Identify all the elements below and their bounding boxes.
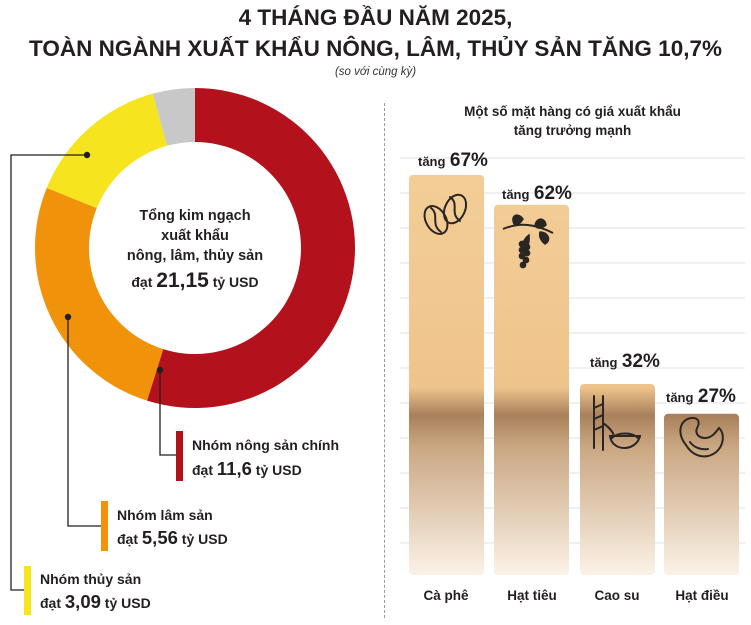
legend-label-nong-san: Nhóm nông sản chính xyxy=(192,437,339,453)
bar-value-suffix: % xyxy=(719,386,736,407)
donut-center-total: đạt 21,15 tỷ USD xyxy=(110,269,280,293)
donut-center-prefix: đạt xyxy=(131,274,153,290)
cashew-icon xyxy=(679,416,724,458)
legend-unit-nong-san: tỷ USD xyxy=(255,462,302,478)
leader-lines xyxy=(10,151,176,591)
bar-value-prefix: tăng xyxy=(418,154,446,169)
donut-slice xyxy=(147,88,355,408)
leader-dot xyxy=(83,151,91,159)
legend-swatch-thuy-san xyxy=(24,566,31,615)
bar-value-prefix: tăng xyxy=(666,390,694,405)
donut-slice xyxy=(34,187,164,401)
coffee-beans-icon xyxy=(423,193,468,235)
bar-value-number: 32 xyxy=(621,351,644,372)
bar-value-number: 67 xyxy=(449,150,472,171)
bar xyxy=(580,383,655,575)
legend-swatch-lam-san xyxy=(101,501,108,551)
page-title-line2: TOÀN NGÀNH XUẤT KHẨU NÔNG, LÂM, THỦY SẢN… xyxy=(29,36,722,61)
legend-value-nong-san: đạt 11,6 tỷ USD xyxy=(192,458,302,480)
bar xyxy=(664,413,739,575)
donut-center-line3: nông, lâm, thủy sản xyxy=(126,248,264,264)
legend-unit-lam-san: tỷ USD xyxy=(181,531,228,547)
bar-value-label: tăng 27% xyxy=(666,386,736,408)
rubber-tapping-icon xyxy=(593,395,642,451)
bar-value-number: 27 xyxy=(697,386,720,407)
bar-chart-title-line2: tăng trưởng mạnh xyxy=(513,123,632,138)
bar-value-number: 62 xyxy=(533,183,556,204)
bar-chart-title-line1: Một số mặt hàng có giá xuất khẩu xyxy=(464,104,681,119)
legend-number-lam-san: 5,56 xyxy=(141,527,178,548)
donut-slice xyxy=(152,88,195,146)
bar xyxy=(494,204,569,575)
bar-category-label: Cà phê xyxy=(423,588,469,603)
donut-slice xyxy=(46,93,167,209)
bar-category-label: Hạt điều xyxy=(675,588,729,603)
bar-category-label: Hạt tiêu xyxy=(507,588,557,603)
leader-line xyxy=(67,317,101,527)
leader-dot xyxy=(64,313,72,321)
donut-center-line1: Tổng kim ngạch xyxy=(139,208,251,224)
donut-center-value: 21,15 xyxy=(156,269,209,292)
legend-prefix-nong-san: đạt xyxy=(192,462,213,478)
bar-value-suffix: % xyxy=(643,351,660,372)
donut-center-line2: xuất khẩu xyxy=(161,228,229,244)
pepper-branch-icon xyxy=(502,214,554,269)
donut-chart xyxy=(34,88,355,408)
bar xyxy=(409,175,484,575)
legend-unit-thuy-san: tỷ USD xyxy=(104,595,151,611)
legend-number-nong-san: 11,6 xyxy=(216,458,252,479)
bar-value-prefix: tăng xyxy=(502,187,530,202)
page-title-line1: 4 THÁNG ĐẦU NĂM 2025, xyxy=(238,5,513,30)
bar-value-prefix: tăng xyxy=(590,355,618,370)
legend-swatch-nong-san xyxy=(176,431,183,481)
legend-number-thuy-san: 3,09 xyxy=(64,591,101,612)
bar-chart xyxy=(409,175,739,575)
bar-value-label: tăng 67% xyxy=(418,150,488,172)
legend-prefix-lam-san: đạt xyxy=(117,531,138,547)
bar-value-label: tăng 62% xyxy=(502,183,572,205)
legend-value-lam-san: đạt 5,56 tỷ USD xyxy=(117,527,228,549)
bar-chart-title: Một số mặt hàng có giá xuất khẩu tăng tr… xyxy=(400,102,745,140)
leader-line xyxy=(159,370,176,456)
bar-category-label: Cao su xyxy=(594,588,640,603)
bar-value-label: tăng 32% xyxy=(590,351,660,373)
legend-value-thuy-san: đạt 3,09 tỷ USD xyxy=(40,591,151,613)
leader-dot xyxy=(156,366,164,374)
donut-center-unit: tỷ USD xyxy=(212,274,259,290)
page-subtitle: (so với cùng kỳ) xyxy=(334,66,417,78)
leader-line xyxy=(10,154,87,591)
legend-label-lam-san: Nhóm lâm sản xyxy=(117,507,213,523)
donut-center-label: Tổng kim ngạch xuất khẩu nông, lâm, thủy… xyxy=(110,206,280,266)
legend-label-thuy-san: Nhóm thủy sản xyxy=(40,571,142,587)
panel-divider xyxy=(384,103,385,618)
legend-prefix-thuy-san: đạt xyxy=(40,595,61,611)
bar-value-suffix: % xyxy=(471,150,488,171)
bar-value-suffix: % xyxy=(555,183,572,204)
